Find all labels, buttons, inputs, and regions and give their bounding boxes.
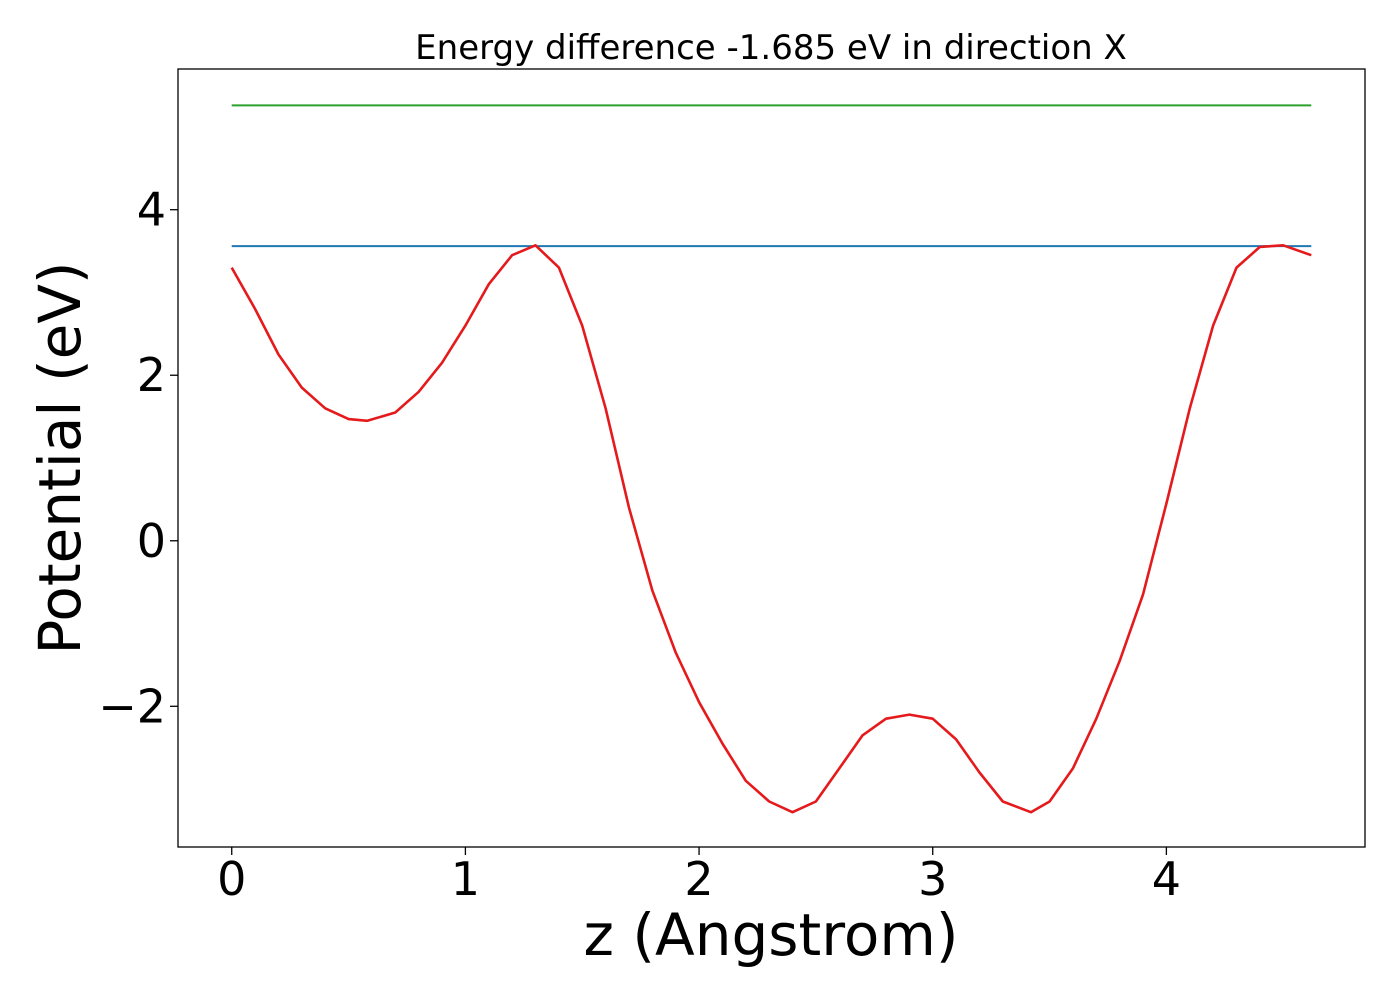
- series-line-2: [230, 244, 1312, 814]
- y-tick-label: 0: [137, 514, 166, 568]
- y-tick-label: −2: [98, 679, 166, 733]
- x-axis-label: z (Angstrom): [584, 901, 959, 969]
- plot-frame: [177, 68, 1366, 848]
- x-tick-label: 1: [451, 852, 480, 906]
- y-axis-label: Potential (eV): [26, 261, 94, 654]
- x-tick-label: 4: [1152, 852, 1181, 906]
- chart-title: Energy difference -1.685 eV in direction…: [415, 28, 1127, 68]
- y-axis-ticks: −2 0 2 4: [98, 183, 178, 733]
- y-tick-label: 2: [137, 348, 166, 402]
- x-tick-label: 0: [217, 852, 246, 906]
- y-tick-label: 4: [137, 183, 166, 237]
- x-tick-label: 2: [684, 852, 713, 906]
- x-tick-label: 3: [918, 852, 947, 906]
- series-layer: [230, 104, 1312, 814]
- x-axis-ticks: 0 1 2 3 4: [217, 847, 1181, 906]
